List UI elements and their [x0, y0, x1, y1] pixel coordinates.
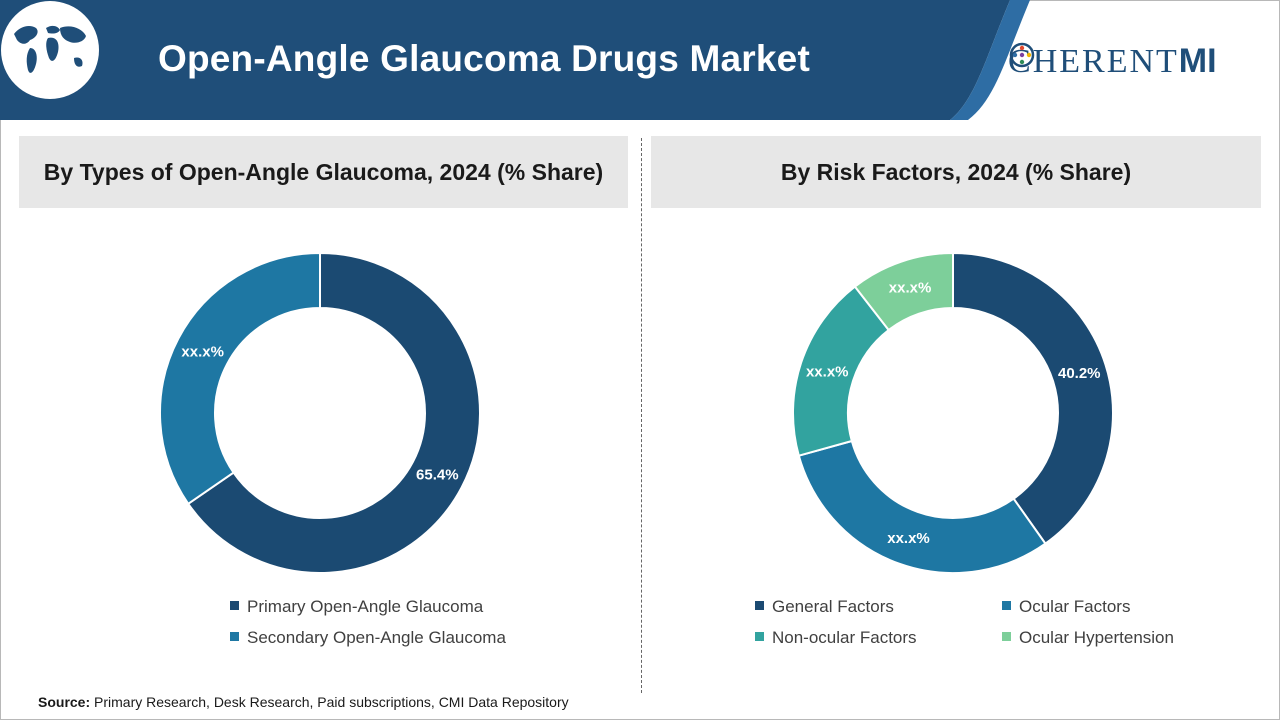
logo-o-icon	[1009, 42, 1035, 68]
legend-item-ocular-factors: Ocular Factors	[1002, 597, 1130, 617]
legend-swatch	[755, 632, 764, 641]
data-label-primary-open-angle-glaucoma: 65.4%	[416, 467, 459, 484]
legend-label: Secondary Open-Angle Glaucoma	[247, 628, 506, 647]
data-label-ocular-hypertension: xx.x%	[889, 280, 932, 297]
legend-item-non-ocular-factors: Non-ocular Factors	[755, 628, 917, 648]
donut-chart-risk-factors: 40.2% xx.x% xx.x% xx.x%	[792, 251, 1114, 574]
source-label: Source:	[38, 694, 91, 710]
slice-ocular-hypertension	[853, 251, 954, 332]
coherent-mi-logo: C HERENTMI	[1008, 42, 1217, 81]
source-note: Source: Primary Research, Desk Research,…	[38, 694, 569, 710]
chart-title-types: By Types of Open-Angle Glaucoma, 2024 (%…	[19, 136, 628, 208]
logo-text-herent: HERENT	[1032, 43, 1179, 80]
source-text: Primary Research, Desk Research, Paid su…	[90, 694, 569, 710]
legend-label: Non-ocular Factors	[772, 628, 917, 647]
legend-item-general-factors: General Factors	[755, 597, 894, 617]
legend-label: Ocular Hypertension	[1019, 628, 1174, 647]
donut-chart-types: 65.4% xx.x%	[159, 251, 481, 574]
chart-title-risk-factors: By Risk Factors, 2024 (% Share)	[651, 136, 1261, 208]
legend-swatch	[755, 601, 764, 610]
legend-swatch	[1002, 601, 1011, 610]
legend-types: Primary Open-Angle Glaucoma Secondary Ope…	[230, 597, 630, 657]
legend-label: General Factors	[772, 597, 894, 616]
data-label-secondary-open-angle-glaucoma: xx.x%	[181, 343, 224, 360]
legend-item-ocular-hypertension: Ocular Hypertension	[1002, 628, 1174, 648]
data-label-general-factors: 40.2%	[1058, 365, 1101, 382]
data-label-ocular-factors: xx.x%	[887, 530, 930, 547]
slice-ocular-factors	[797, 439, 1047, 574]
legend-swatch	[230, 601, 239, 610]
legend-risk-factors: General Factors Ocular Factors Non-ocular …	[755, 597, 1215, 657]
legend-item-secondary-open-angle-glaucoma: Secondary Open-Angle Glaucoma	[230, 628, 506, 648]
legend-swatch	[230, 632, 239, 641]
legend-swatch	[1002, 632, 1011, 641]
slice-general-factors	[952, 251, 1114, 546]
banner-shape	[0, 0, 1030, 120]
slice-primary-open-angle-glaucoma	[186, 251, 481, 574]
data-label-non-ocular-factors: xx.x%	[806, 363, 849, 380]
page-title: Open-Angle Glaucoma Drugs Market	[158, 38, 810, 79]
logo-text-c: C	[1008, 43, 1033, 80]
header-banner: Open-Angle Glaucoma Drugs Market C HEREN…	[0, 0, 1280, 120]
panel-divider	[641, 138, 642, 693]
slice-secondary-open-angle-glaucoma	[159, 251, 321, 506]
legend-label: Ocular Factors	[1019, 597, 1131, 616]
globe-icon	[1, 1, 99, 99]
legend-item-primary-open-angle-glaucoma: Primary Open-Angle Glaucoma	[230, 597, 483, 617]
legend-label: Primary Open-Angle Glaucoma	[247, 597, 484, 616]
logo-text-mi: MI	[1178, 42, 1217, 80]
